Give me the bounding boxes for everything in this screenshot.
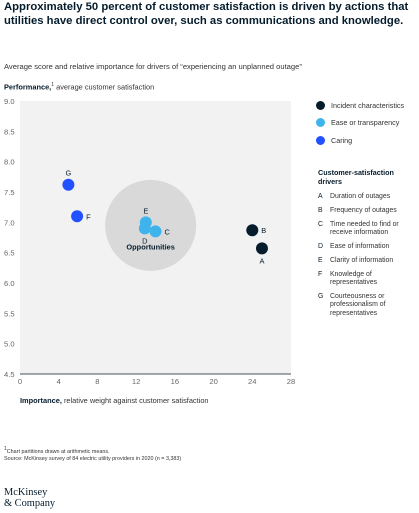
opportunities-label: Opportunities xyxy=(126,242,174,251)
y-tick-label: 5.0 xyxy=(4,340,15,349)
data-point-g xyxy=(62,178,75,191)
x-axis-title-bold: Importance, xyxy=(20,396,62,405)
x-tick-label: 8 xyxy=(95,377,99,386)
x-axis-title: Importance, relative weight against cust… xyxy=(20,396,209,405)
driver-letter: C xyxy=(318,220,323,228)
driver-letter: E xyxy=(318,256,323,264)
data-label-g: G xyxy=(66,169,72,178)
data-point-a xyxy=(255,242,268,255)
y-tick-label: 7.5 xyxy=(4,188,15,197)
data-label-c: C xyxy=(165,227,171,236)
x-tick-label: 24 xyxy=(248,377,256,386)
y-tick-label: 8.0 xyxy=(4,158,15,167)
data-point-b xyxy=(246,224,259,237)
legend-item: Ease or transparency xyxy=(316,118,416,128)
source-note: Source: McKinsey survey of 84 electric u… xyxy=(4,456,182,463)
y-axis-footnote-mark: 1 xyxy=(51,82,55,88)
y-tick-label: 6.5 xyxy=(4,249,15,258)
drivers-list: Customer-satisfaction drivers A Duration … xyxy=(318,168,418,324)
driver-item: A Duration of outages xyxy=(318,193,418,202)
legend-swatch-caring xyxy=(316,135,325,145)
chart-subtitle: Average score and relative importance fo… xyxy=(4,62,302,71)
x-tick-label: 4 xyxy=(57,377,61,386)
legend-swatch-incident xyxy=(316,100,325,110)
legend-swatch-ease xyxy=(316,118,325,127)
legend: Incident characteristics Ease or transpa… xyxy=(316,100,416,153)
logo-line-1: McKinsey xyxy=(4,487,48,498)
y-axis-title-bold: Performance, xyxy=(4,82,52,92)
driver-item: B Frequency of outages xyxy=(318,207,418,216)
data-label-b: B xyxy=(261,226,266,235)
driver-letter: A xyxy=(318,193,323,200)
legend-label: Ease or transparency xyxy=(331,118,400,127)
y-tick-label: 6.0 xyxy=(4,279,15,288)
data-point-c xyxy=(149,225,162,238)
driver-text: Time needed to find or receive informati… xyxy=(330,220,399,237)
x-tick-label: 16 xyxy=(171,377,179,386)
y-tick-label: 8.5 xyxy=(4,127,15,136)
footnote-text: Chart partitions drawn at arithmetic mea… xyxy=(6,448,110,455)
y-tick-label: 4.5 xyxy=(4,370,15,379)
drivers-title: Customer-satisfaction drivers xyxy=(318,168,394,186)
driver-item: E Clarity of information xyxy=(318,257,418,266)
driver-text: Frequency of outages xyxy=(330,206,397,214)
footnotes: 1Chart partitions drawn at arithmetic me… xyxy=(4,446,181,463)
data-label-a: A xyxy=(259,256,264,265)
y-tick-label: 7.0 xyxy=(4,218,15,227)
legend-item: Caring xyxy=(316,135,416,145)
legend-label: Caring xyxy=(331,135,353,145)
driver-letter: G xyxy=(318,292,324,300)
data-label-e: E xyxy=(143,206,148,215)
footnote-mark: 1 xyxy=(4,446,7,452)
x-tick-label: 0 xyxy=(18,377,22,386)
x-tick-label: 28 xyxy=(287,377,295,386)
y-axis-title-rest: average customer satisfaction xyxy=(54,82,155,92)
driver-item: F Knowledge of representatives xyxy=(318,271,418,288)
driver-letter: B xyxy=(318,206,323,214)
driver-text: Courteousness or professionalism of repr… xyxy=(330,292,386,318)
y-tick-label: 9.0 xyxy=(4,97,15,106)
legend-item: Incident characteristics xyxy=(316,100,416,110)
legend-label: Incident characteristics xyxy=(331,100,405,110)
y-axis-title: Performance,1 average customer satisfact… xyxy=(4,82,154,91)
driver-item: C Time needed to find or receive informat… xyxy=(318,221,418,238)
data-label-f: F xyxy=(86,212,91,221)
driver-text: Knowledge of representatives xyxy=(330,270,378,287)
logo-line-2: & Company xyxy=(4,498,56,509)
footnote-1: 1Chart partitions drawn at arithmetic me… xyxy=(4,446,181,456)
scatter-chart: Opportunities 4.5 5.0 5.5 6.0 6.5 7.0 7.5 8.0 8.5… xyxy=(4,97,295,405)
driver-letter: F xyxy=(318,270,323,278)
data-label-d: D xyxy=(142,236,147,245)
driver-text: Ease of information xyxy=(330,242,390,250)
driver-text: Clarity of information xyxy=(330,256,394,264)
x-axis-title-rest: relative weight against customer satisfa… xyxy=(62,396,209,405)
x-tick-label: 12 xyxy=(132,377,140,386)
y-tick-label: 5.5 xyxy=(4,309,15,318)
x-tick-label: 20 xyxy=(209,377,217,386)
data-point-e xyxy=(139,216,152,229)
driver-letter: D xyxy=(318,242,323,250)
headline: Approximately 50 percent of customer sat… xyxy=(4,1,409,27)
mckinsey-logo: McKinsey & Company xyxy=(4,487,55,509)
data-point-f xyxy=(71,210,84,223)
driver-text: Duration of outages xyxy=(330,193,391,200)
driver-item: G Courteousness or professionalism of rep… xyxy=(318,293,418,319)
driver-item: D Ease of information xyxy=(318,243,418,252)
